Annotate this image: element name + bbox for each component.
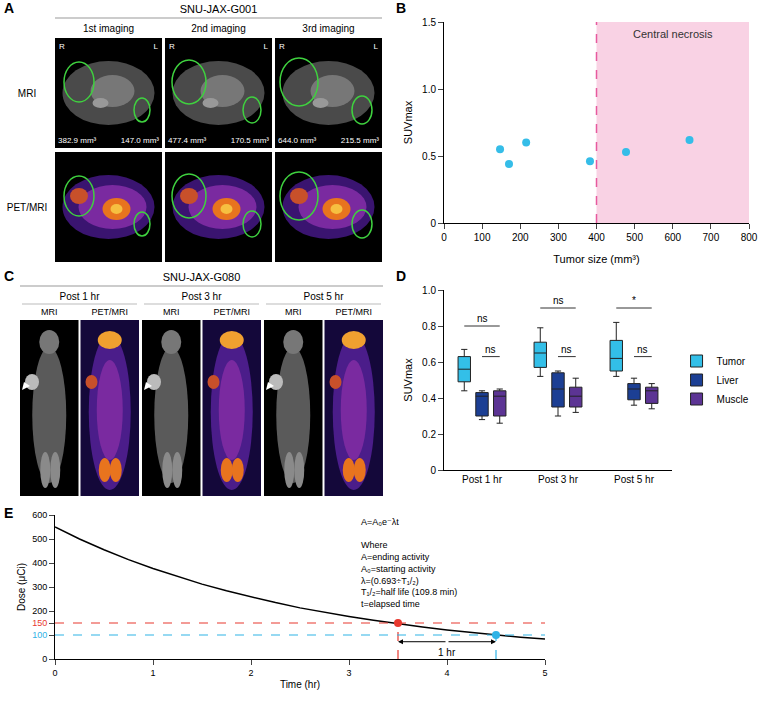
svg-text:700: 700 — [703, 232, 720, 243]
svg-text:0: 0 — [430, 218, 436, 229]
svg-text:L: L — [264, 42, 269, 51]
svg-text:1.0: 1.0 — [422, 285, 436, 296]
svg-text:Post 3 hr: Post 3 hr — [181, 291, 222, 302]
svg-text:SNU-JAX-G001: SNU-JAX-G001 — [180, 3, 258, 15]
svg-text:Dose (μCi): Dose (μCi) — [16, 563, 27, 611]
svg-text:477.4 mm³: 477.4 mm³ — [168, 136, 207, 145]
svg-text:A=A₀e⁻λtWhereA=ending activity: A=A₀e⁻λtWhereA=ending activityA₀=startin… — [361, 517, 457, 609]
svg-text:1: 1 — [150, 668, 155, 678]
svg-text:0.2: 0.2 — [422, 429, 436, 440]
svg-text:Post 5 hr: Post 5 hr — [303, 291, 344, 302]
svg-text:0: 0 — [42, 654, 47, 664]
svg-text:3rd imaging: 3rd imaging — [302, 23, 354, 34]
svg-text:382.9 mm³: 382.9 mm³ — [58, 136, 97, 145]
svg-text:3: 3 — [346, 668, 351, 678]
svg-text:Time (hr): Time (hr) — [280, 679, 320, 690]
svg-text:Central necrosis: Central necrosis — [633, 28, 713, 40]
svg-text:SNU-JAX-G080: SNU-JAX-G080 — [163, 271, 241, 283]
svg-text:ns: ns — [553, 295, 564, 306]
svg-text:500: 500 — [626, 232, 643, 243]
svg-text:Post 1 hr: Post 1 hr — [462, 474, 503, 485]
html-text:A: A — [4, 0, 15, 16]
svg-text:100: 100 — [474, 232, 491, 243]
svg-text:ns: ns — [485, 344, 496, 355]
svg-text:644.0 mm³: 644.0 mm³ — [278, 136, 317, 145]
svg-text:L: L — [154, 42, 159, 51]
svg-text:0.6: 0.6 — [422, 357, 436, 368]
svg-text:SUVmax: SUVmax — [402, 100, 414, 144]
svg-text:MRI: MRI — [18, 88, 36, 99]
svg-text:200: 200 — [32, 606, 47, 616]
svg-text:MRI: MRI — [163, 307, 180, 317]
svg-text:0: 0 — [430, 465, 436, 476]
svg-text:400: 400 — [588, 232, 605, 243]
svg-text:Muscle: Muscle — [717, 394, 749, 405]
svg-text:Post 3 hr: Post 3 hr — [538, 474, 579, 485]
svg-text:2nd imaging: 2nd imaging — [191, 23, 245, 34]
svg-text:PET/MRI: PET/MRI — [7, 202, 48, 213]
svg-text:0.5: 0.5 — [422, 151, 436, 162]
svg-text:2: 2 — [248, 668, 253, 678]
svg-text:PET/MRI: PET/MRI — [91, 307, 128, 317]
svg-text:1 hr: 1 hr — [438, 647, 456, 658]
svg-text:0: 0 — [441, 232, 447, 243]
svg-text:200: 200 — [512, 232, 529, 243]
svg-text:215.5 mm³: 215.5 mm³ — [341, 136, 380, 145]
svg-text:400: 400 — [32, 558, 47, 568]
svg-text:0.4: 0.4 — [422, 393, 436, 404]
svg-text:Tumor: Tumor — [717, 356, 746, 367]
svg-text:5: 5 — [542, 668, 547, 678]
html-text:B: B — [396, 0, 407, 16]
svg-text:600: 600 — [32, 510, 47, 520]
svg-text:0: 0 — [52, 668, 57, 678]
svg-text:300: 300 — [32, 582, 47, 592]
svg-text:Liver: Liver — [717, 375, 739, 386]
svg-text:R: R — [169, 42, 175, 51]
svg-text:Post 5 hr: Post 5 hr — [614, 474, 655, 485]
svg-text:500: 500 — [32, 534, 47, 544]
svg-text:*: * — [632, 295, 636, 306]
svg-text:600: 600 — [664, 232, 681, 243]
svg-text:800: 800 — [741, 232, 758, 243]
svg-text:L: L — [374, 42, 379, 51]
svg-text:1st imaging: 1st imaging — [83, 23, 134, 34]
svg-text:R: R — [279, 42, 285, 51]
svg-text:MRI: MRI — [285, 307, 302, 317]
svg-text:147.0 mm³: 147.0 mm³ — [121, 136, 160, 145]
svg-text:300: 300 — [550, 232, 567, 243]
svg-text:4: 4 — [444, 668, 449, 678]
svg-text:Tumor size (mm³): Tumor size (mm³) — [553, 253, 639, 265]
svg-text:170.5 mm³: 170.5 mm³ — [231, 136, 270, 145]
svg-text:R: R — [59, 42, 65, 51]
svg-text:100: 100 — [32, 630, 47, 640]
svg-text:150: 150 — [32, 618, 47, 628]
svg-text:ns: ns — [637, 344, 648, 355]
svg-text:0.8: 0.8 — [422, 321, 436, 332]
svg-text:ns: ns — [477, 313, 488, 324]
html-text:C: C — [4, 268, 15, 284]
html-text:E: E — [4, 505, 14, 521]
svg-text:1.5: 1.5 — [422, 17, 436, 28]
svg-text:SUVmax: SUVmax — [402, 358, 414, 402]
svg-text:ns: ns — [561, 344, 572, 355]
svg-text:1.0: 1.0 — [422, 84, 436, 95]
svg-text:Post 1 hr: Post 1 hr — [59, 291, 100, 302]
html-text:D: D — [396, 268, 407, 284]
svg-text:PET/MRI: PET/MRI — [213, 307, 250, 317]
svg-text:PET/MRI: PET/MRI — [335, 307, 372, 317]
svg-text:MRI: MRI — [41, 307, 58, 317]
